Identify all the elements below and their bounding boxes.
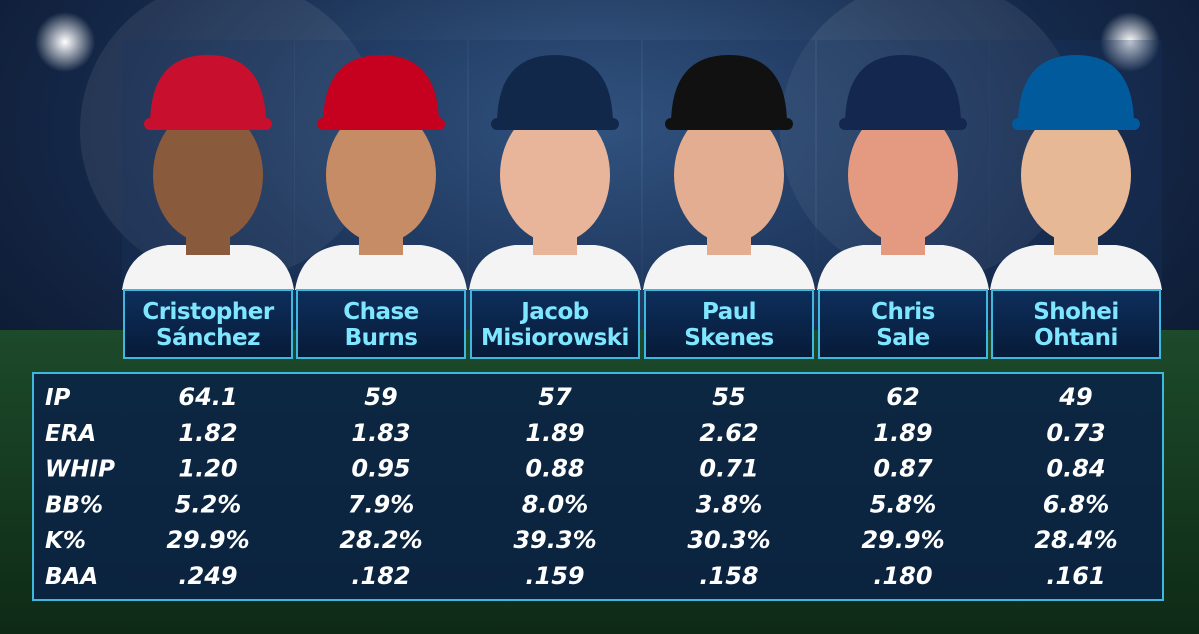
- stat-value: 0.87: [873, 455, 933, 483]
- stat-value: 1.83: [351, 419, 410, 447]
- jersey: [295, 245, 467, 290]
- stat-label: ERA: [45, 421, 96, 447]
- stat-value: .182: [351, 562, 410, 590]
- name-box: [818, 289, 988, 359]
- name-box: [296, 289, 466, 359]
- stat-value: 49: [1058, 383, 1092, 411]
- stat-label: K%: [45, 528, 86, 554]
- cap: [845, 55, 961, 125]
- stat-value: .161: [1046, 562, 1105, 590]
- cap: [497, 55, 613, 125]
- player-last-name: Sale: [876, 325, 930, 351]
- stat-value: 0.71: [699, 455, 758, 483]
- stat-value: 28.2%: [339, 526, 422, 554]
- jersey: [990, 245, 1162, 290]
- name-box: [644, 289, 814, 359]
- face: [153, 107, 263, 243]
- cap: [150, 55, 266, 125]
- stat-label: BB%: [45, 492, 103, 518]
- name-box: [470, 289, 640, 359]
- player-first-name: Shohei: [1033, 299, 1119, 325]
- cap-brim: [839, 118, 967, 130]
- stat-value: 0.88: [525, 455, 584, 483]
- stat-value: 30.3%: [687, 526, 770, 554]
- stat-value: 1.20: [178, 455, 237, 483]
- cap-brim: [1012, 118, 1140, 130]
- stat-value: .158: [699, 562, 758, 590]
- cap-brim: [491, 118, 619, 130]
- stat-label: IP: [45, 385, 71, 411]
- name-box: [123, 289, 293, 359]
- face: [500, 107, 610, 243]
- stat-value: 5.8%: [870, 490, 937, 518]
- stat-value: .249: [178, 562, 237, 590]
- stat-value: 29.9%: [861, 526, 944, 554]
- stat-value: 39.3%: [513, 526, 596, 554]
- face: [848, 107, 958, 243]
- stat-value: 1.89: [873, 419, 932, 447]
- face: [1021, 107, 1131, 243]
- light: [35, 12, 95, 72]
- face: [326, 107, 436, 243]
- stat-label: BAA: [45, 564, 98, 590]
- stat-value: .159: [525, 562, 584, 590]
- stat-value: 8.0%: [522, 490, 589, 518]
- player-last-name: Ohtani: [1034, 325, 1118, 351]
- stat-label: WHIP: [45, 457, 115, 483]
- cap-brim: [317, 118, 445, 130]
- stat-value: 3.8%: [696, 490, 763, 518]
- cap: [671, 55, 787, 125]
- player-first-name: Cristopher: [142, 299, 275, 325]
- jersey: [643, 245, 815, 290]
- stat-value: 0.84: [1046, 455, 1105, 483]
- stat-value: 64.1: [178, 383, 237, 411]
- jersey: [469, 245, 641, 290]
- stat-value: 55: [712, 383, 745, 411]
- face: [674, 107, 784, 243]
- stat-value: 7.9%: [348, 490, 415, 518]
- cap: [1018, 55, 1134, 125]
- stat-value: 5.2%: [175, 490, 242, 518]
- player-last-name: Sánchez: [156, 325, 260, 351]
- player-first-name: Paul: [702, 299, 756, 325]
- name-box: [991, 289, 1161, 359]
- cap: [323, 55, 439, 125]
- stat-value: 0.73: [1046, 419, 1105, 447]
- stat-value: 57: [538, 383, 572, 411]
- player-last-name: Misiorowski: [481, 325, 629, 351]
- stat-value: .180: [873, 562, 932, 590]
- stat-value: 28.4%: [1034, 526, 1117, 554]
- stat-value: 1.89: [525, 419, 584, 447]
- player-first-name: Chase: [343, 299, 419, 325]
- stats-panel: [32, 372, 1164, 601]
- cap-brim: [665, 118, 793, 130]
- player-last-name: Skenes: [684, 325, 774, 351]
- stat-value: 1.82: [178, 419, 237, 447]
- light: [1100, 12, 1160, 72]
- stat-value: 0.95: [351, 455, 410, 483]
- player-last-name: Burns: [345, 325, 418, 351]
- cap-brim: [144, 118, 272, 130]
- stat-value: 59: [364, 383, 397, 411]
- player-first-name: Chris: [871, 299, 935, 325]
- player-first-name: Jacob: [519, 299, 589, 325]
- stat-value: 62: [886, 383, 919, 411]
- stat-value: 2.62: [699, 419, 758, 447]
- jersey: [122, 245, 294, 290]
- stat-value: 6.8%: [1043, 490, 1110, 518]
- stat-value: 29.9%: [166, 526, 249, 554]
- jersey: [817, 245, 989, 290]
